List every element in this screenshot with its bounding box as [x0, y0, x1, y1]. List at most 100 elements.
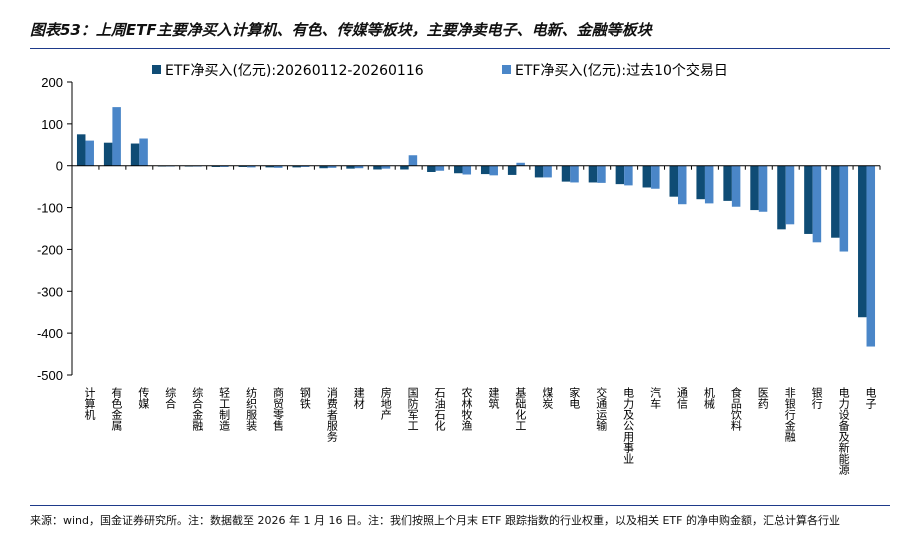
category-label: 医药 — [756, 387, 769, 410]
bar-weekly — [588, 165, 598, 183]
category-label: 商贸零售 — [272, 386, 285, 432]
y-tick-label: -300 — [37, 284, 63, 299]
bar-ten-day — [570, 165, 579, 183]
bar-ten-day — [139, 138, 148, 166]
legend-label: ETF净买入(亿元):20260112-20260116 — [165, 63, 424, 79]
bar-weekly — [400, 165, 409, 170]
y-tick-label: 0 — [56, 159, 63, 174]
bar-weekly — [130, 143, 140, 166]
bar-ten-day — [785, 165, 795, 225]
bar-ten-day — [300, 165, 310, 167]
category-label: 通信 — [676, 387, 689, 410]
bar-weekly — [211, 165, 221, 167]
category-label: 交通运输 — [595, 386, 608, 432]
category-label: 综合 — [164, 386, 177, 409]
bar-weekly — [696, 165, 705, 200]
bar-weekly — [858, 165, 867, 318]
bar-ten-day — [678, 165, 687, 205]
bar-weekly — [319, 165, 328, 169]
category-label: 机械 — [702, 386, 715, 410]
legend-swatch — [502, 65, 511, 74]
bar-ten-day — [651, 165, 660, 189]
bar-weekly — [642, 165, 652, 188]
category-label: 石油石化 — [433, 387, 446, 432]
bar-ten-day — [274, 165, 283, 168]
category-label: 建筑 — [487, 386, 500, 409]
y-tick-label: -500 — [37, 368, 63, 383]
bar-weekly — [723, 165, 732, 201]
bar-ten-day — [354, 165, 364, 169]
bar-weekly — [346, 165, 355, 169]
category-label: 建材 — [352, 386, 365, 409]
bar-ten-day — [543, 165, 552, 178]
category-label: 钢铁 — [298, 387, 311, 409]
y-tick-label: 200 — [41, 75, 63, 90]
category-label: 电子 — [864, 387, 877, 409]
bar-weekly — [669, 165, 678, 197]
category-label: 电力及公用事业 — [622, 387, 635, 464]
bar-weekly — [831, 165, 840, 238]
category-label: 银行 — [810, 386, 823, 410]
category-label: 纺织服装 — [245, 386, 258, 432]
chart-title: 图表53：上周ETF主要净买入计算机、有色、传媒等板块，主要净卖电子、电新、金融… — [30, 21, 652, 39]
y-tick-label: -200 — [37, 242, 63, 257]
bar-ten-day — [839, 165, 849, 252]
bar-ten-day — [597, 165, 606, 183]
bar-ten-day — [866, 165, 876, 347]
bar-ten-day — [381, 165, 391, 169]
bar-weekly — [804, 165, 813, 234]
category-label: 电力设备及新能源 — [837, 387, 850, 476]
title-bar: 图表53：上周ETF主要净买入计算机、有色、传媒等板块，主要净卖电子、电新、金融… — [30, 0, 890, 49]
bar-ten-day — [624, 165, 633, 186]
bar-weekly — [427, 165, 436, 172]
bar-weekly — [373, 165, 382, 170]
category-label: 汽车 — [649, 386, 662, 410]
bar-weekly — [777, 165, 786, 230]
bar-ten-day — [327, 165, 337, 168]
category-label: 非银行金融 — [783, 387, 796, 443]
bar-ten-day — [112, 107, 121, 166]
bar-weekly — [103, 142, 113, 166]
bar-weekly — [76, 134, 86, 166]
category-label: 有色金属 — [110, 386, 123, 432]
category-label: 房地产 — [379, 387, 392, 421]
bar-ten-day — [220, 165, 229, 167]
bar-weekly — [750, 165, 759, 211]
bar-ten-day — [731, 165, 741, 207]
y-tick-label: -400 — [37, 326, 63, 341]
bar-ten-day — [812, 165, 822, 243]
category-label: 计算机 — [83, 387, 96, 420]
bar-ten-day — [704, 165, 714, 204]
bar-ten-day — [435, 165, 445, 171]
category-label: 食品饮料 — [729, 386, 742, 432]
category-label: 消费者服务 — [325, 386, 338, 442]
bar-weekly — [507, 165, 517, 175]
bar-weekly — [480, 165, 490, 175]
category-label: 农林牧渔 — [460, 386, 473, 432]
bar-weekly — [238, 165, 248, 167]
legend-swatch — [152, 65, 161, 74]
bar-weekly — [292, 165, 301, 168]
bar-ten-day — [462, 165, 472, 175]
bar-weekly — [454, 165, 463, 174]
category-label: 传媒 — [137, 387, 150, 410]
bar-ten-day — [408, 155, 418, 166]
category-label: 综合金融 — [191, 386, 204, 432]
category-label: 家电 — [568, 386, 581, 409]
category-label: 轻工制造 — [218, 386, 231, 431]
bar-ten-day — [85, 140, 94, 166]
bar-weekly — [265, 165, 274, 168]
bar-weekly — [534, 165, 544, 178]
bar-ten-day — [516, 162, 525, 166]
y-tick-label: -100 — [37, 201, 63, 216]
bar-ten-day — [489, 165, 498, 176]
legend-label: ETF净买入(亿元):过去10个交易日 — [515, 62, 728, 79]
bar-ten-day — [758, 165, 768, 212]
bar-weekly — [561, 165, 571, 182]
category-label: 基础化工 — [514, 387, 527, 431]
bar-weekly — [615, 165, 625, 185]
y-tick-label: 100 — [41, 117, 63, 132]
category-label: 煤炭 — [541, 387, 554, 410]
bar-ten-day — [247, 165, 256, 168]
